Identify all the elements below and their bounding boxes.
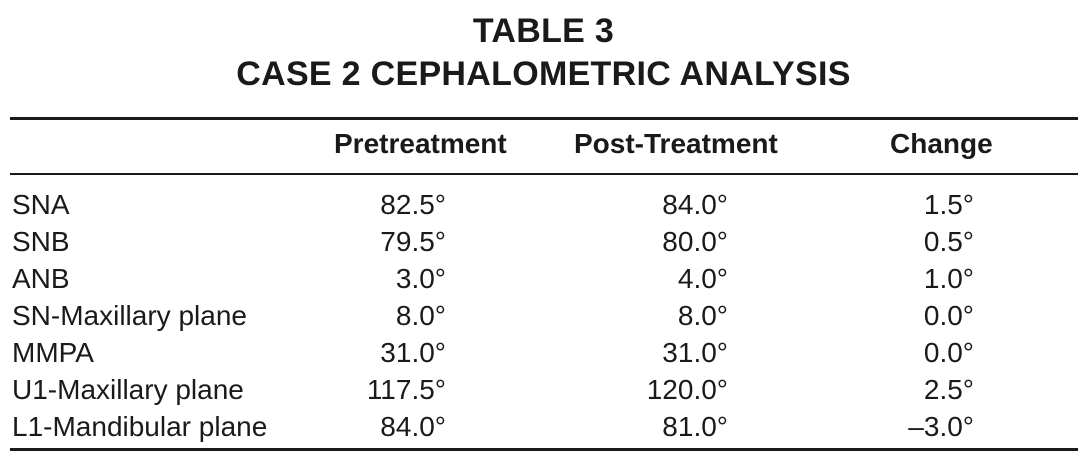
change-value: 2.5° — [923, 374, 974, 405]
change-value: 1.5° — [923, 189, 974, 220]
table-row: SN-Maxillary plane 8.0° 8.0° 0.0° — [0, 297, 1087, 334]
table-row: SNA 82.5° 84.0° 1.5° — [0, 186, 1087, 223]
row-label: U1-Maxillary plane — [12, 374, 244, 405]
table-number-title: TABLE 3 — [472, 12, 615, 50]
row-label: SNA — [12, 189, 70, 220]
table-body: SNA 82.5° 84.0° 1.5° SNB 79.5° 80.0° 0.5… — [0, 186, 1087, 445]
change-value: –3.0° — [908, 411, 974, 442]
pretreatment-value: 84.0° — [380, 411, 446, 442]
post-treatment-value: 8.0° — [677, 300, 728, 331]
pretreatment-value: 82.5° — [380, 189, 446, 220]
pretreatment-value: 117.5° — [366, 374, 446, 405]
change-value: 0.0° — [923, 300, 974, 331]
column-header-change: Change — [890, 128, 993, 159]
table-row: U1-Maxillary plane 117.5° 120.0° 2.5° — [0, 371, 1087, 408]
change-value: 0.5° — [923, 226, 974, 257]
row-label: MMPA — [12, 337, 94, 368]
table-caption-title: CASE 2 CEPHALOMETRIC ANALYSIS — [236, 55, 851, 93]
table-top-rule — [10, 117, 1078, 120]
column-header-post-treatment: Post-Treatment — [574, 128, 778, 159]
row-label: L1-Mandibular plane — [12, 411, 268, 442]
post-treatment-value: 84.0° — [662, 189, 728, 220]
pretreatment-value: 79.5° — [380, 226, 446, 257]
post-treatment-value: 4.0° — [677, 263, 728, 294]
row-label: SN-Maxillary plane — [12, 300, 247, 331]
header-divider-rule — [10, 173, 1078, 175]
pretreatment-value: 3.0° — [395, 263, 446, 294]
post-treatment-value: 120.0° — [646, 374, 728, 405]
table-bottom-rule — [10, 448, 1078, 451]
row-label: SNB — [12, 226, 70, 257]
column-header-pretreatment: Pretreatment — [334, 128, 507, 159]
change-value: 1.0° — [923, 263, 974, 294]
pretreatment-value: 31.0° — [380, 337, 446, 368]
pretreatment-value: 8.0° — [395, 300, 446, 331]
post-treatment-value: 81.0° — [662, 411, 728, 442]
table-row: MMPA 31.0° 31.0° 0.0° — [0, 334, 1087, 371]
table-row: SNB 79.5° 80.0° 0.5° — [0, 223, 1087, 260]
post-treatment-value: 31.0° — [662, 337, 728, 368]
change-value: 0.0° — [923, 337, 974, 368]
row-label: ANB — [12, 263, 70, 294]
table-row: ANB 3.0° 4.0° 1.0° — [0, 260, 1087, 297]
post-treatment-value: 80.0° — [662, 226, 728, 257]
table-row: L1-Mandibular plane 84.0° 81.0° –3.0° — [0, 408, 1087, 445]
